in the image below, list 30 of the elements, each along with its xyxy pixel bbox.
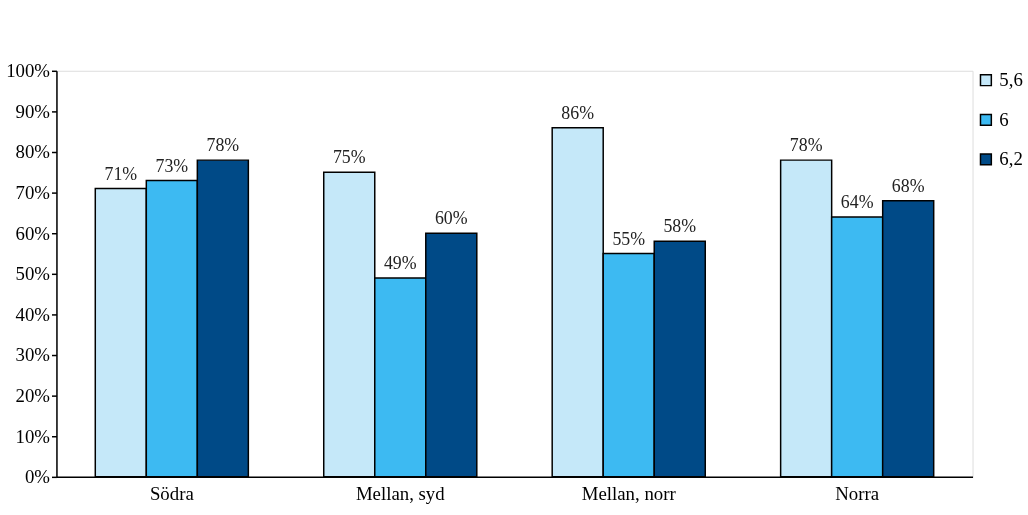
data-label: 78%: [789, 135, 823, 156]
legend-label: 6: [999, 108, 1009, 130]
x-tick-label: Mellan, syd: [355, 483, 446, 505]
data-label: 78%: [206, 135, 240, 156]
y-tick-label: 30%: [15, 344, 51, 366]
y-tick-label: 40%: [15, 303, 51, 325]
data-label: 71%: [104, 163, 138, 184]
data-label: 86%: [561, 102, 595, 123]
y-tick-label: 0%: [24, 466, 51, 488]
y-tick-label: 50%: [15, 263, 51, 285]
y-tick-label: 20%: [15, 385, 51, 407]
data-label: 49%: [383, 252, 417, 273]
legend-label: 6,2: [999, 148, 1023, 170]
y-tick-label: 80%: [15, 141, 51, 163]
y-tick-label: 100%: [6, 60, 51, 82]
data-label: 73%: [155, 155, 189, 176]
y-tick-label: 10%: [15, 425, 51, 447]
legend-label: 5,6: [999, 69, 1023, 91]
data-label: 60%: [434, 208, 468, 229]
y-tick-label: 60%: [15, 222, 51, 244]
data-label: 64%: [840, 192, 874, 213]
data-label: 58%: [663, 216, 697, 237]
x-tick-label: Södra: [149, 483, 195, 505]
data-label: 55%: [612, 228, 646, 249]
x-tick-label: Norra: [835, 483, 880, 505]
data-label: 75%: [332, 147, 366, 168]
y-tick-label: 90%: [15, 100, 51, 122]
data-label: 68%: [891, 175, 925, 196]
y-tick-label: 70%: [15, 182, 51, 204]
x-tick-label: Mellan, norr: [581, 483, 677, 505]
